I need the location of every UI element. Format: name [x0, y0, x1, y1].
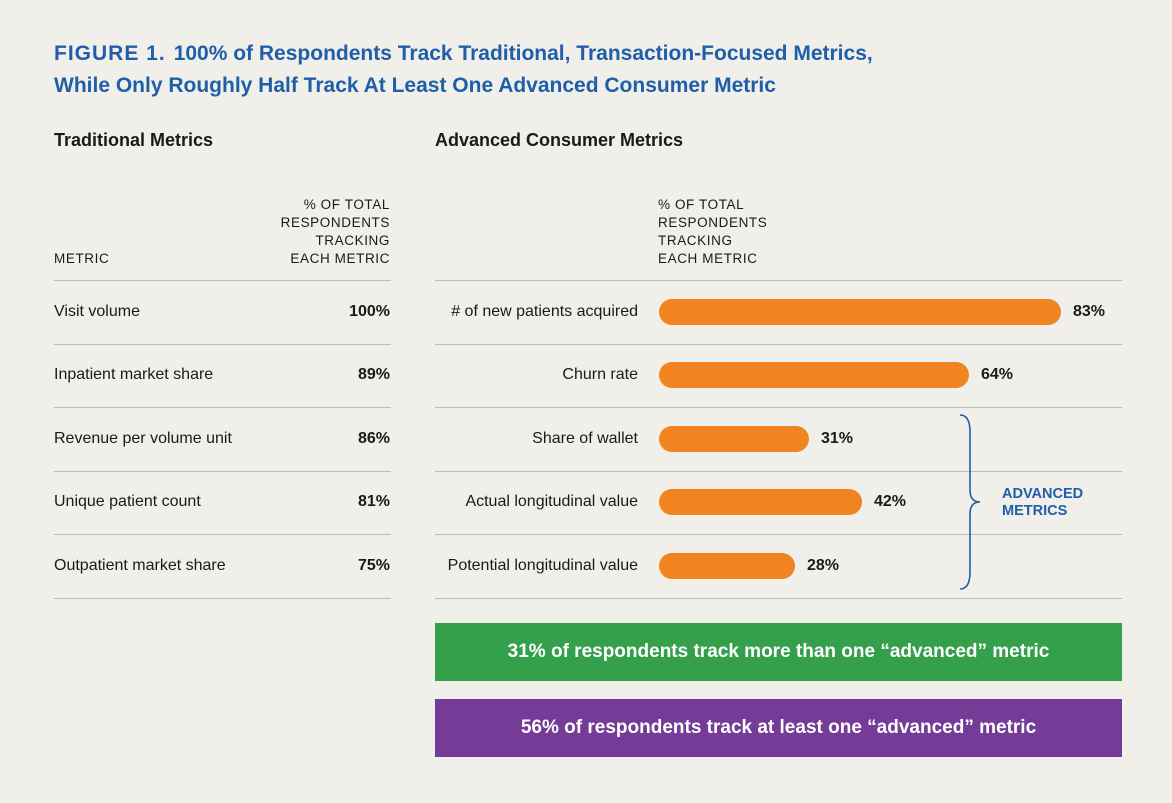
traditional-col-pct: % OF TOTAL RESPONDENTS TRACKING EACH MET…: [281, 196, 390, 268]
bar-value-label: 42%: [874, 493, 907, 511]
advanced-col-pct: % OF TOTAL RESPONDENTS TRACKING EACH MET…: [658, 196, 767, 268]
figure-title: FIGURE 1. 100% of Respondents Track Tradi…: [54, 38, 1114, 102]
col-pct-line: EACH METRIC: [290, 251, 390, 266]
chart-rule: [435, 471, 1122, 472]
traditional-row-value: 89%: [357, 366, 390, 384]
table-rule: [54, 534, 391, 535]
traditional-heading: Traditional Metrics: [54, 130, 214, 150]
traditional-row-value: 86%: [357, 429, 390, 447]
chart-rule: [435, 280, 1122, 281]
banner-more-than-one: 31% of respondents track more than one “…: [435, 623, 1122, 681]
title-line-1: 100% of Respondents Track Traditional, T…: [173, 42, 873, 65]
bar-value-label: 31%: [821, 429, 854, 447]
col-pct-line: RESPONDENTS: [280, 215, 390, 230]
traditional-row-value: 81%: [357, 493, 390, 511]
bar: [659, 298, 1061, 325]
col-pct-line: % OF TOTAL: [303, 197, 390, 212]
advanced-metrics-label: ADVANCED METRICS: [1002, 486, 1083, 520]
chart-rule: [435, 407, 1122, 408]
traditional-row-label: Unique patient count: [54, 493, 201, 511]
col-pct-line: RESPONDENTS: [658, 215, 768, 230]
bracket-label-line: ADVANCED: [1002, 486, 1084, 502]
col-pct-line: TRACKING: [658, 233, 733, 248]
col-pct-line: TRACKING: [315, 233, 390, 248]
traditional-row-label: Inpatient market share: [54, 366, 214, 384]
col-pct-line: % OF TOTAL: [658, 197, 745, 212]
chart-rule: [435, 534, 1122, 535]
traditional-row-label: Revenue per volume unit: [54, 429, 232, 447]
bar-category-label: # of new patients acquired: [451, 302, 638, 320]
bar-category-label: Share of wallet: [532, 429, 638, 447]
table-rule: [54, 344, 391, 345]
advanced-heading: Advanced Consumer Metrics: [435, 130, 684, 150]
bar: [659, 362, 969, 389]
table-rule: [54, 598, 391, 599]
traditional-row-value: 100%: [349, 302, 390, 320]
traditional-row-label: Outpatient market share: [54, 556, 226, 574]
traditional-col-metric: METRIC: [54, 251, 110, 266]
chart-rule: [435, 598, 1122, 599]
table-rule: [54, 280, 391, 281]
bar-category-label: Churn rate: [562, 366, 638, 384]
bar-value-label: 83%: [1073, 302, 1106, 320]
bar-category-label: Potential longitudinal value: [447, 556, 638, 574]
col-pct-line: EACH METRIC: [658, 251, 758, 266]
figure-label: FIGURE 1.: [54, 42, 166, 65]
bar: [659, 552, 795, 579]
bar-value-label: 64%: [981, 366, 1014, 384]
title-line-2: While Only Roughly Half Track At Least O…: [54, 74, 776, 97]
traditional-row-label: Visit volume: [54, 302, 140, 320]
table-rule: [54, 407, 391, 408]
traditional-row-value: 75%: [357, 556, 390, 574]
table-rule: [54, 471, 391, 472]
bracket-label-line: METRICS: [1002, 503, 1068, 519]
bar-category-label: Actual longitudinal value: [465, 493, 638, 511]
bracket-icon: [959, 414, 981, 590]
bar-value-label: 28%: [807, 556, 840, 574]
bar: [659, 489, 862, 516]
bar: [659, 425, 809, 452]
chart-rule: [435, 344, 1122, 345]
banner-at-least-one: 56% of respondents track at least one “a…: [435, 699, 1122, 757]
